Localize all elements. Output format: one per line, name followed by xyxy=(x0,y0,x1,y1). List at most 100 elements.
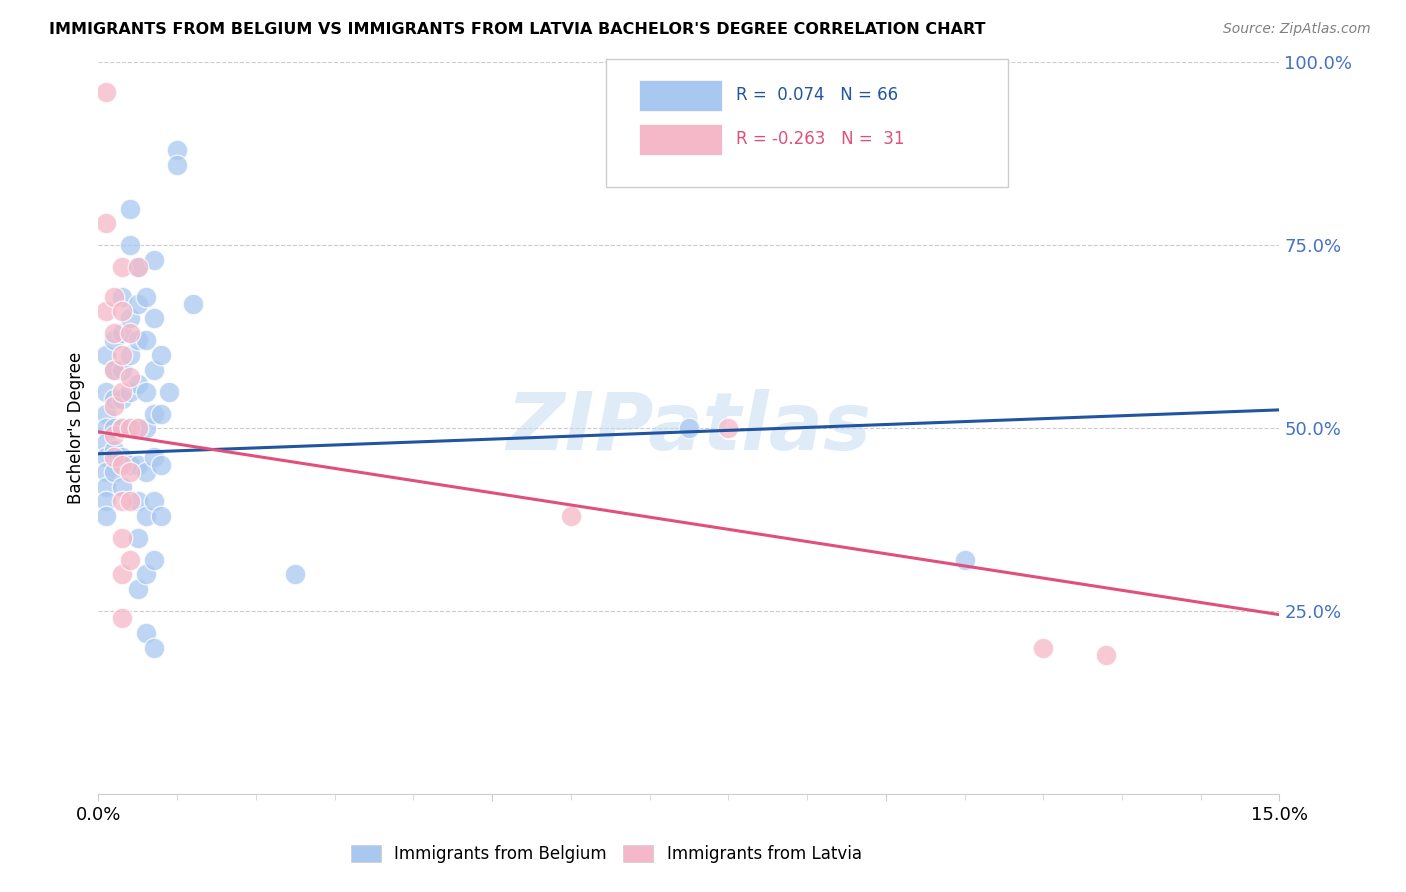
Point xyxy=(111,567,134,582)
Point xyxy=(111,304,134,318)
Point xyxy=(118,553,141,567)
Point xyxy=(111,326,134,340)
Point xyxy=(103,428,125,442)
Point xyxy=(103,334,125,348)
Point xyxy=(111,392,134,406)
Point xyxy=(118,421,141,435)
Point xyxy=(142,407,165,421)
Point xyxy=(127,421,149,435)
Bar xyxy=(640,80,723,111)
Point xyxy=(118,202,141,216)
Point xyxy=(142,252,165,267)
Point xyxy=(560,508,582,523)
Point xyxy=(127,531,149,545)
Point xyxy=(111,421,134,435)
Point xyxy=(103,362,125,376)
Point xyxy=(118,494,141,508)
Point xyxy=(103,392,125,406)
Point xyxy=(118,238,141,252)
Point xyxy=(118,370,141,384)
Point xyxy=(96,421,118,435)
Point xyxy=(135,567,157,582)
Legend: Immigrants from Belgium, Immigrants from Latvia: Immigrants from Belgium, Immigrants from… xyxy=(344,838,869,870)
Text: Source: ZipAtlas.com: Source: ZipAtlas.com xyxy=(1223,22,1371,37)
Point xyxy=(111,480,134,494)
Point xyxy=(96,407,118,421)
Point xyxy=(135,421,157,435)
Point xyxy=(150,458,173,472)
Point xyxy=(118,311,141,326)
Point xyxy=(111,494,134,508)
Point xyxy=(96,85,118,99)
Point xyxy=(127,260,149,275)
Point xyxy=(166,143,188,157)
Point xyxy=(135,289,157,303)
Point xyxy=(150,348,173,362)
Point xyxy=(111,450,134,465)
Point xyxy=(953,553,976,567)
Point xyxy=(111,362,134,376)
Point xyxy=(111,384,134,399)
Text: ZIPatlas: ZIPatlas xyxy=(506,389,872,467)
Point xyxy=(103,450,125,465)
Point xyxy=(1095,648,1118,662)
Point xyxy=(103,465,125,479)
Point xyxy=(142,311,165,326)
Point xyxy=(96,216,118,230)
Bar xyxy=(640,124,723,154)
Point xyxy=(103,443,125,458)
Point xyxy=(118,326,141,340)
Point xyxy=(678,421,700,435)
Point xyxy=(142,362,165,376)
Point xyxy=(96,304,118,318)
Point xyxy=(96,450,118,465)
Point xyxy=(181,297,204,311)
Point xyxy=(1032,640,1054,655)
Point xyxy=(142,450,165,465)
Point xyxy=(142,640,165,655)
Point xyxy=(127,582,149,596)
Point xyxy=(166,158,188,172)
Point xyxy=(150,407,173,421)
Point xyxy=(135,384,157,399)
Point xyxy=(103,326,125,340)
Text: IMMIGRANTS FROM BELGIUM VS IMMIGRANTS FROM LATVIA BACHELOR'S DEGREE CORRELATION : IMMIGRANTS FROM BELGIUM VS IMMIGRANTS FR… xyxy=(49,22,986,37)
Point xyxy=(157,384,180,399)
Point xyxy=(111,260,134,275)
Text: R =  0.074   N = 66: R = 0.074 N = 66 xyxy=(737,87,898,104)
Point xyxy=(96,435,118,450)
Point xyxy=(103,362,125,376)
Point xyxy=(118,384,141,399)
Point xyxy=(111,611,134,625)
Point xyxy=(111,421,134,435)
Point xyxy=(127,421,149,435)
Point xyxy=(96,465,118,479)
Point xyxy=(284,567,307,582)
Point xyxy=(118,421,141,435)
Point xyxy=(127,334,149,348)
Point xyxy=(118,458,141,472)
Point xyxy=(103,399,125,413)
Point xyxy=(127,458,149,472)
Point xyxy=(96,508,118,523)
Point xyxy=(127,297,149,311)
Point xyxy=(127,260,149,275)
Point xyxy=(135,626,157,640)
Point xyxy=(103,421,125,435)
Point xyxy=(150,508,173,523)
Point xyxy=(135,334,157,348)
Point xyxy=(103,289,125,303)
Point xyxy=(142,553,165,567)
Y-axis label: Bachelor's Degree: Bachelor's Degree xyxy=(66,352,84,504)
Point xyxy=(118,348,141,362)
Point xyxy=(135,465,157,479)
Point xyxy=(127,377,149,392)
Point xyxy=(717,421,740,435)
Point xyxy=(96,494,118,508)
FancyBboxPatch shape xyxy=(606,59,1008,186)
Point xyxy=(142,494,165,508)
Point xyxy=(111,348,134,362)
Point xyxy=(135,508,157,523)
Point xyxy=(118,465,141,479)
Point xyxy=(111,531,134,545)
